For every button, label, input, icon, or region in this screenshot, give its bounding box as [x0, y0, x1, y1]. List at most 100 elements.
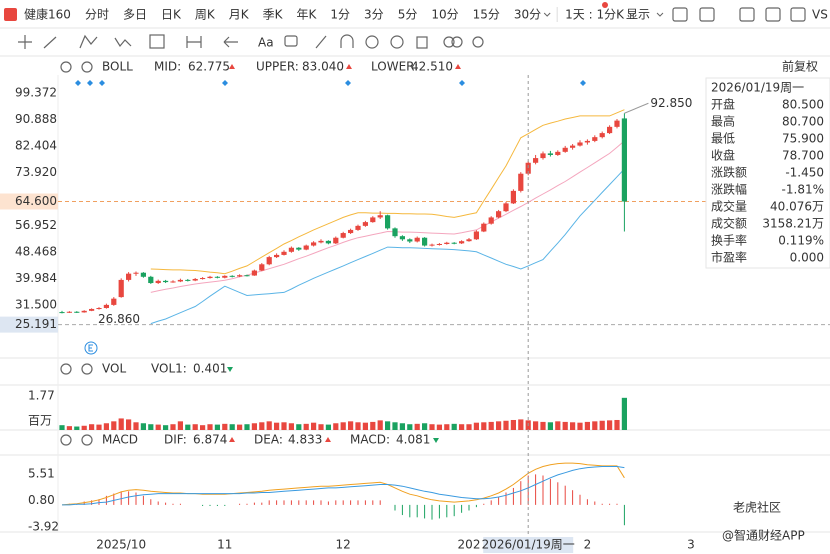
period-tab[interactable]: 3分 — [364, 8, 384, 22]
info-value: -1.81% — [782, 183, 824, 197]
tool-icon[interactable] — [149, 34, 165, 49]
volume-bar — [192, 424, 198, 430]
tool-icon[interactable] — [223, 36, 238, 48]
volume-bar — [111, 421, 117, 430]
tool-icon[interactable] — [18, 35, 32, 49]
y-tick-label: 31.500 — [15, 297, 57, 311]
period-tab[interactable]: 5分 — [398, 8, 418, 22]
period-tab[interactable]: 10分 — [431, 8, 458, 22]
tool-icon[interactable] — [43, 36, 57, 49]
candle-body — [392, 228, 398, 237]
volume-bar — [185, 424, 191, 430]
candle-body — [518, 173, 524, 191]
tool-icon[interactable] — [114, 37, 132, 48]
settings-icon[interactable] — [60, 61, 72, 73]
y-tick-label: 0.80 — [28, 493, 55, 507]
candle-body — [385, 215, 391, 229]
close-icon[interactable] — [81, 61, 93, 73]
tool-icon[interactable] — [451, 36, 463, 48]
compare[interactable]: VS — [812, 8, 828, 22]
info-value: 40.076万 — [770, 200, 824, 214]
axis-label-box — [0, 316, 58, 333]
text-tool[interactable]: Aa — [258, 36, 274, 50]
toolbar-icon[interactable] — [699, 7, 715, 22]
event-marker[interactable] — [99, 80, 105, 86]
info-panel — [705, 77, 830, 269]
period-tab[interactable]: 1分 — [330, 8, 350, 22]
period-tab[interactable]: 15分 — [473, 8, 500, 22]
indicator-text: 4.833 — [288, 433, 322, 447]
adjust-toggle[interactable]: 前复权 — [782, 59, 818, 74]
tool-icon[interactable] — [365, 35, 379, 49]
volume-bar — [348, 421, 354, 430]
high-note: 92.850 — [650, 96, 692, 110]
indicator-text: 6.874 — [193, 433, 227, 447]
toolbar-icon[interactable] — [765, 7, 781, 22]
indicator-text: 4.081 — [396, 433, 430, 447]
event-marker[interactable] — [75, 80, 81, 86]
event-marker[interactable] — [345, 80, 351, 86]
event-marker[interactable] — [580, 80, 586, 86]
range-select[interactable]: 1天 : 1分K — [565, 8, 625, 22]
settings-icon[interactable] — [60, 434, 72, 446]
candle-body — [621, 118, 627, 202]
close-icon[interactable] — [81, 363, 93, 375]
period-tab[interactable]: 30分 — [514, 8, 541, 22]
tool-icon[interactable] — [186, 36, 202, 48]
symbol[interactable]: 健康160 — [24, 7, 71, 22]
candle-body — [355, 225, 361, 230]
indicator-text: MID: — [154, 60, 181, 74]
candle-body — [562, 147, 568, 152]
tool-icon[interactable] — [340, 34, 354, 48]
candle-body — [481, 223, 487, 232]
volume-bar — [377, 420, 383, 430]
tool-icon[interactable] — [79, 34, 98, 49]
tool-icon[interactable] — [390, 35, 404, 49]
indicator-text: UPPER: — [256, 60, 299, 74]
period-tab[interactable]: 周K — [195, 8, 216, 22]
volume-bar — [155, 424, 161, 430]
volume-bar — [214, 424, 220, 430]
volume-bar — [577, 422, 583, 430]
candle-body — [237, 275, 243, 277]
volume-bar — [103, 423, 109, 430]
settings-icon[interactable] — [60, 363, 72, 375]
event-marker[interactable] — [222, 80, 228, 86]
info-value: -1.450 — [785, 166, 824, 180]
logo-icon — [4, 8, 17, 21]
tool-icon[interactable] — [315, 35, 327, 49]
close-icon[interactable] — [81, 434, 93, 446]
indicator-text: 62.775 — [188, 60, 230, 74]
toolbar-icon[interactable] — [672, 7, 688, 22]
up-arrow — [455, 64, 461, 69]
period-tab[interactable]: 季K — [263, 8, 284, 22]
volume-bar — [547, 422, 553, 430]
event-marker[interactable] — [87, 80, 93, 86]
volume-bar — [222, 423, 228, 430]
volume-bar — [429, 424, 435, 430]
tool-icon[interactable] — [472, 36, 484, 48]
candle-body — [89, 308, 95, 311]
toolbar-icon[interactable] — [739, 7, 755, 22]
tool-icon[interactable] — [443, 36, 455, 48]
period-tab[interactable]: 年K — [297, 8, 318, 22]
toolbar-icon[interactable] — [790, 7, 806, 22]
x-tick-label: 12 — [336, 538, 351, 552]
period-tab[interactable]: 月K — [229, 8, 250, 22]
volume-bar — [177, 421, 183, 430]
tool-icon[interactable] — [416, 36, 428, 49]
candle-body — [577, 142, 583, 146]
display-menu[interactable]: 显示 — [626, 8, 650, 22]
info-label: 换手率 — [711, 233, 747, 248]
candle-body — [177, 279, 183, 282]
volume-bar — [533, 421, 539, 430]
watermark: @智通财经APP — [722, 528, 805, 543]
tool-icon[interactable] — [284, 35, 298, 47]
candle-body — [274, 254, 280, 258]
period-tab[interactable]: 日K — [161, 8, 182, 22]
period-tab[interactable]: 分时 — [85, 8, 109, 22]
volume-bar — [325, 424, 331, 430]
watermark: 老虎社区 — [733, 500, 781, 515]
period-tab[interactable]: 多日 — [123, 8, 147, 22]
event-marker[interactable] — [459, 80, 465, 86]
